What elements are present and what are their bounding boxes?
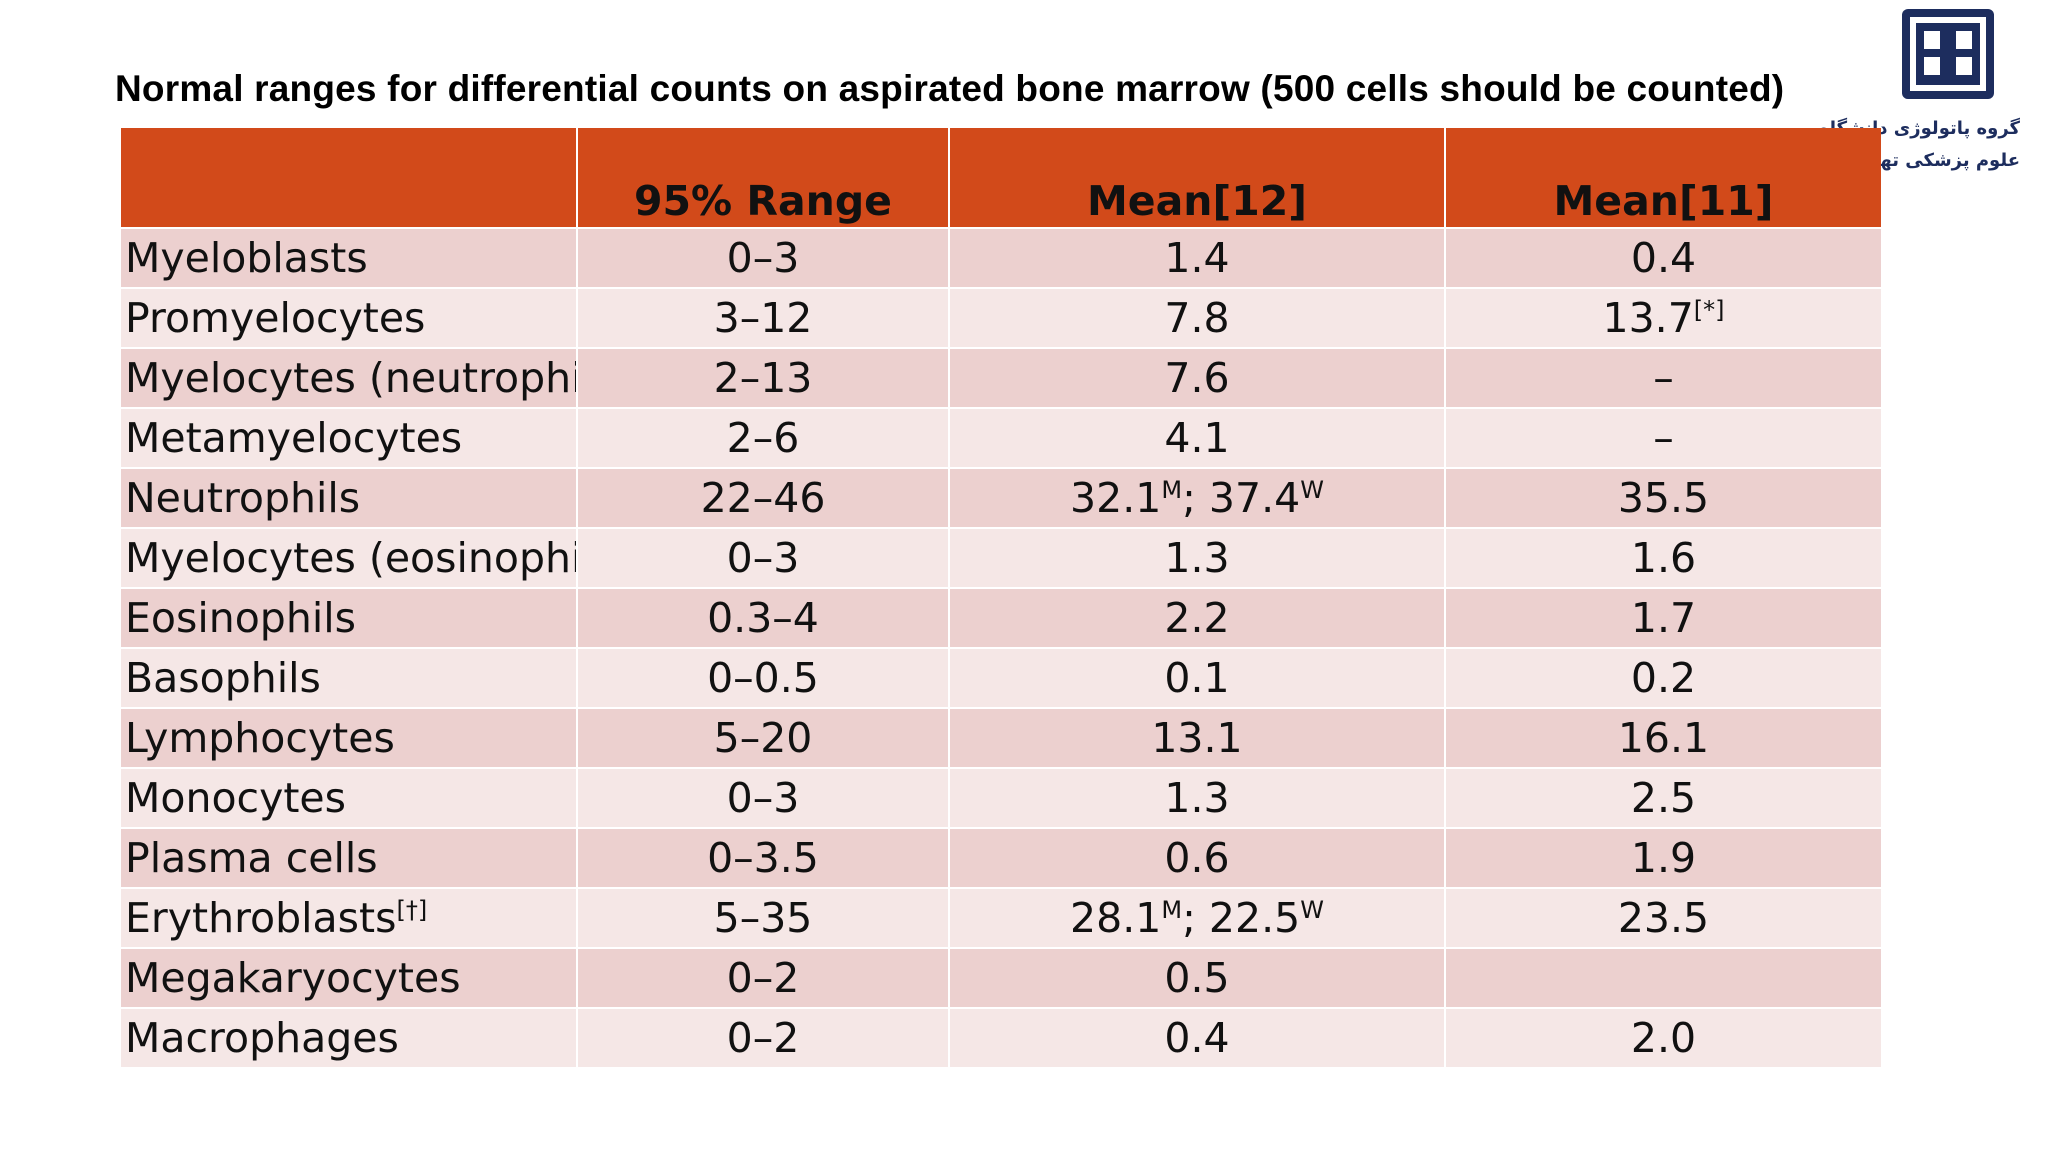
cell: 1.4 [950, 229, 1444, 287]
cell: – [1446, 349, 1881, 407]
superscript: [*] [1693, 296, 1725, 324]
cell-text: 13.7 [1602, 294, 1694, 342]
table-row: Metamyelocytes 2–6 4.1– [121, 409, 1881, 467]
superscript: M [1161, 476, 1183, 504]
cell: 2.5 [1446, 769, 1881, 827]
header-cell [121, 128, 576, 227]
superscript: W [1300, 896, 1324, 924]
cell: 0–3 [578, 769, 948, 827]
title: Normal ranges for differential counts on… [115, 68, 1785, 109]
cell [1446, 949, 1881, 1007]
header-cell: 95% Range [578, 128, 948, 227]
cell: 22–46 [578, 469, 948, 527]
row-label: Plasma cells [121, 829, 576, 887]
table-row: Promyelocytes 3–12 7.8 13.7[*] [121, 289, 1881, 347]
header-row: 95% Range Mean[12] Mean[11] [121, 128, 1881, 227]
cell: 2–13 [578, 349, 948, 407]
table-row: Neutrophils 22–46 32.1M; 37.4W 35.5 [121, 469, 1881, 527]
logo [1902, 9, 1994, 99]
cell: 5–35 [578, 889, 948, 947]
cell-text: ; 37.4 [1182, 474, 1301, 522]
row-label: Neutrophils [121, 469, 576, 527]
cell: 0.6 [950, 829, 1444, 887]
table-row: Eosinophils 0.3–4 2.2 1.7 [121, 589, 1881, 647]
cell: 0–0.5 [578, 649, 948, 707]
cell: 35.5 [1446, 469, 1881, 527]
cell: 0–2 [578, 1009, 948, 1067]
table-row: Erythroblasts[†] 5–35 28.1M; 22.5W 23.5 [121, 889, 1881, 947]
cell: 5–20 [578, 709, 948, 767]
superscript: M [1161, 896, 1183, 924]
cell: 23.5 [1446, 889, 1881, 947]
row-label: Monocytes [121, 769, 576, 827]
cell: 0.1 [950, 649, 1444, 707]
row-label: Basophils [121, 649, 576, 707]
cell: 0–3.5 [578, 829, 948, 887]
cell: – [1446, 409, 1881, 467]
cell: 0.5 [950, 949, 1444, 1007]
row-label: Myeloblasts [121, 229, 576, 287]
cell-text: Erythroblasts [125, 894, 397, 942]
cell: 7.6 [950, 349, 1444, 407]
cell: 0.3–4 [578, 589, 948, 647]
cell-text: 28.1 [1070, 894, 1162, 942]
cell: 1.6 [1446, 529, 1881, 587]
row-label: Metamyelocytes [121, 409, 576, 467]
cell: 0–3 [578, 529, 948, 587]
cell: 0.2 [1446, 649, 1881, 707]
header-cell: Mean[12] [950, 128, 1444, 227]
table-row: Basophils 0–0.5 0.1 0.2 [121, 649, 1881, 707]
cell-text: 32.1 [1070, 474, 1162, 522]
table-row: Lymphocytes 5–20 13.1 16.1 [121, 709, 1881, 767]
row-label: Erythroblasts[†] [121, 889, 576, 947]
cell: 2–6 [578, 409, 948, 467]
table-row: Myeloblasts 0–3 1.4 0.4 [121, 229, 1881, 287]
cell: 2.2 [950, 589, 1444, 647]
cell: 0–3 [578, 229, 948, 287]
logo-text: علوم پزشکی تهران [1847, 150, 2020, 171]
row-label: Myelocytes (neutrophil) [121, 349, 576, 407]
cell: 13.1 [950, 709, 1444, 767]
superscript: [†] [396, 896, 428, 924]
cell: 7.8 [950, 289, 1444, 347]
cell: 4.1 [950, 409, 1444, 467]
cell-text: ; 22.5 [1182, 894, 1301, 942]
cell: 3–12 [578, 289, 948, 347]
cell: 1.3 [950, 529, 1444, 587]
cell: 32.1M; 37.4W [950, 469, 1444, 527]
cell: 0.4 [950, 1009, 1444, 1067]
table-row: Megakaryocytes 0–2 0.5 [121, 949, 1881, 1007]
cell: 2.0 [1446, 1009, 1881, 1067]
cell: 1.3 [950, 769, 1444, 827]
header-cell: Mean[11] [1446, 128, 1881, 227]
table-row: Macrophages 0–2 0.4 2.0 [121, 1009, 1881, 1067]
row-label: Lymphocytes [121, 709, 576, 767]
cell: 1.7 [1446, 589, 1881, 647]
table-row: Monocytes 0–3 1.3 2.5 [121, 769, 1881, 827]
superscript: W [1300, 476, 1324, 504]
row-label: Myelocytes (eosinophil) [121, 529, 576, 587]
row-label: Promyelocytes [121, 289, 576, 347]
cell: 16.1 [1446, 709, 1881, 767]
cell: 0–2 [578, 949, 948, 1007]
row-label: Megakaryocytes [121, 949, 576, 1007]
cell: 1.9 [1446, 829, 1881, 887]
table: 95% Range Mean[12] Mean[11] Myeloblasts 0–3… [119, 126, 1883, 1069]
cell: 13.7[*] [1446, 289, 1881, 347]
row-label: Eosinophils [121, 589, 576, 647]
row-label: Macrophages [121, 1009, 576, 1067]
cell: 28.1M; 22.5W [950, 889, 1444, 947]
table-row: Plasma cells 0–3.5 0.6 1.9 [121, 829, 1881, 887]
table-row: Myelocytes (eosinophil) 0–3 1.3 1.6 [121, 529, 1881, 587]
cell: 0.4 [1446, 229, 1881, 287]
table-row: Myelocytes (neutrophil) 2–13 7.6– [121, 349, 1881, 407]
